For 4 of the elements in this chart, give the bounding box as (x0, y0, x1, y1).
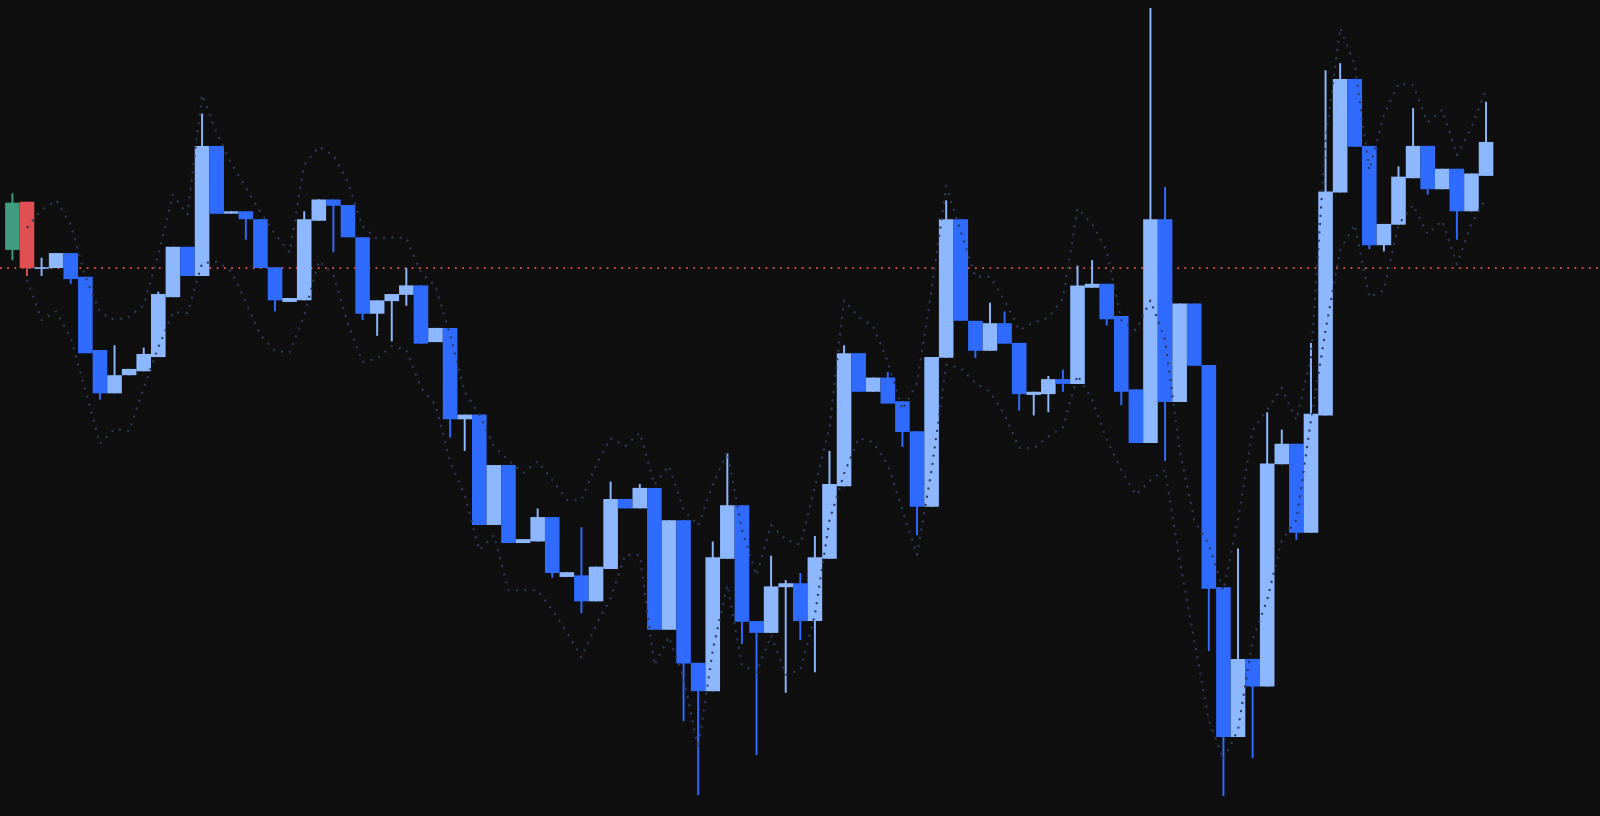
candlestick (1055, 368, 1071, 393)
candlestick (632, 482, 648, 510)
candlestick (107, 344, 122, 395)
candlestick (238, 210, 254, 241)
